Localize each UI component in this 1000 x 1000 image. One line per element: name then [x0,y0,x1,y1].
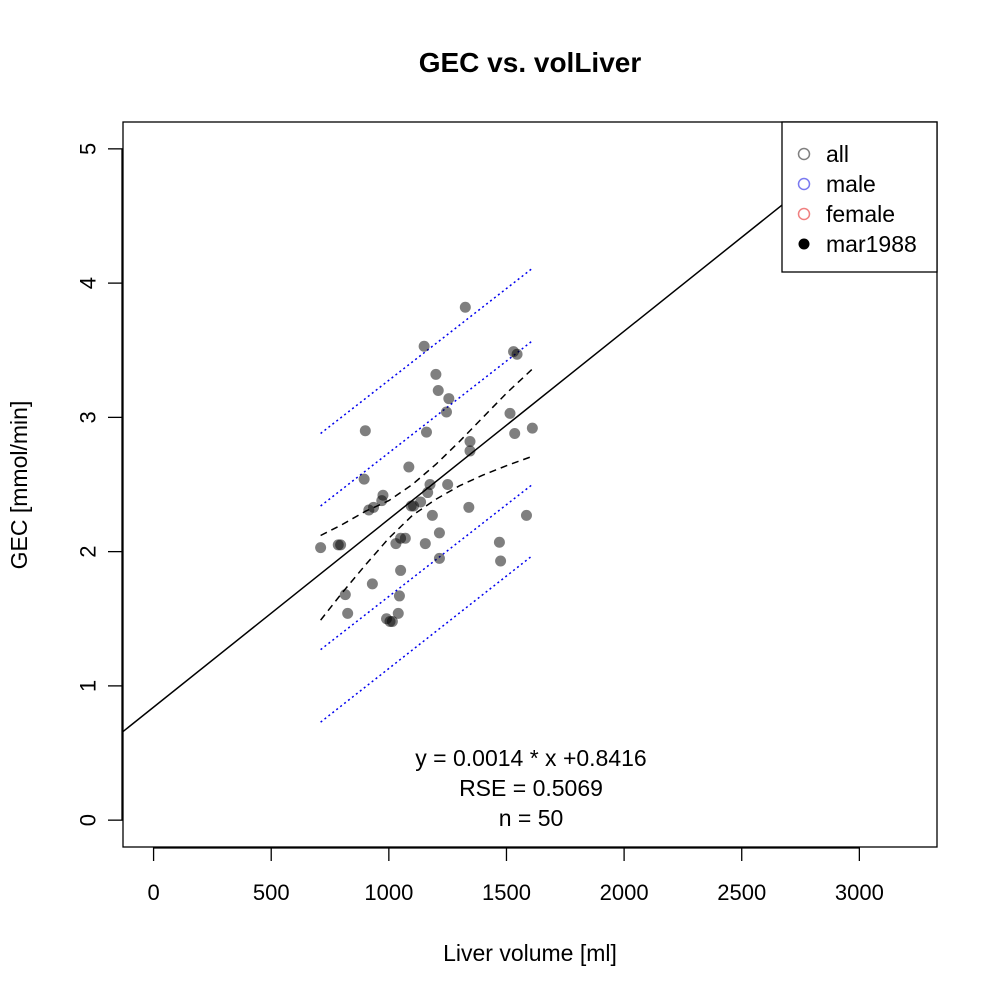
data-point [433,552,445,564]
legend-marker [797,147,811,161]
data-point [511,348,523,360]
data-point [520,509,532,521]
confidence-band-lower [320,455,533,621]
data-point [430,368,442,380]
data-point [403,461,415,473]
y-tick-label: 1 [76,680,101,692]
legend-label: female [826,201,895,227]
data-point [418,340,430,352]
x-tick-label: 2500 [717,880,766,905]
data-point [386,615,398,627]
data-point [424,479,436,490]
legend-label: all [826,141,849,167]
data-point [432,385,444,397]
y-tick-label: 3 [76,411,101,423]
y-axis-label: GEC [mmol/min] [6,401,32,570]
x-tick-label: 1000 [364,880,413,905]
data-point [440,406,452,418]
annotations: y = 0.0014 * x +0.8416 RSE = 0.5069 n = 50 [415,745,646,831]
annotation-text: RSE = 0.5069 [459,775,603,801]
data-point [393,590,405,602]
legend-marker [798,238,810,250]
data-point [495,555,507,567]
legend-label: mar1988 [826,231,917,257]
data-point [464,445,476,457]
data-point [526,422,538,434]
data-point [442,479,454,490]
legend-label: male [826,171,876,197]
data-point [464,436,476,448]
data-point [359,425,371,437]
data-point [315,542,327,554]
x-axis-label: Liver volume [ml] [443,940,617,966]
data-point [459,301,471,313]
data-point [339,589,351,601]
data-point [342,607,354,619]
y-tick-label: 4 [76,277,101,289]
x-axis: 0 500 1000 1500 2000 2500 3000 [147,847,884,905]
data-point [392,607,404,619]
x-tick-label: 2000 [600,880,649,905]
annotation-text: y = 0.0014 * x +0.8416 [415,745,646,771]
data-point [433,527,445,539]
data-point [395,564,407,576]
data-point [366,578,378,590]
data-point [368,501,380,513]
y-tick-label: 2 [76,546,101,558]
legend-box [781,121,938,273]
data-point [463,501,475,513]
x-tick-label: 500 [253,880,290,905]
legend: all male female mar1988 [781,121,938,273]
chart-title: GEC vs. volLiver [419,47,642,78]
data-point [377,489,389,501]
data-point [509,427,521,439]
legend-marker [797,177,811,191]
legend-marker [797,207,811,221]
confidence-band-upper [320,368,533,537]
points-layer [315,301,538,627]
plot-frame [122,121,938,848]
bands-layer [320,267,533,723]
x-tick-label: 0 [147,880,159,905]
data-point [443,393,455,405]
data-point [399,532,411,544]
annotation-text: n = 50 [499,805,564,831]
data-point [419,538,431,550]
data-point [493,536,505,548]
y-tick-label: 5 [76,143,101,155]
data-point [335,539,347,551]
prediction-band-inner-lower [320,483,533,651]
data-point [415,496,427,508]
y-tick-label: 0 [76,814,101,826]
data-point [504,407,516,419]
y-axis: 0 1 2 3 4 5 [76,143,123,826]
data-point [358,473,370,485]
x-tick-label: 1500 [482,880,531,905]
data-point [420,426,432,438]
x-tick-label: 3000 [835,880,884,905]
data-point [426,509,438,521]
